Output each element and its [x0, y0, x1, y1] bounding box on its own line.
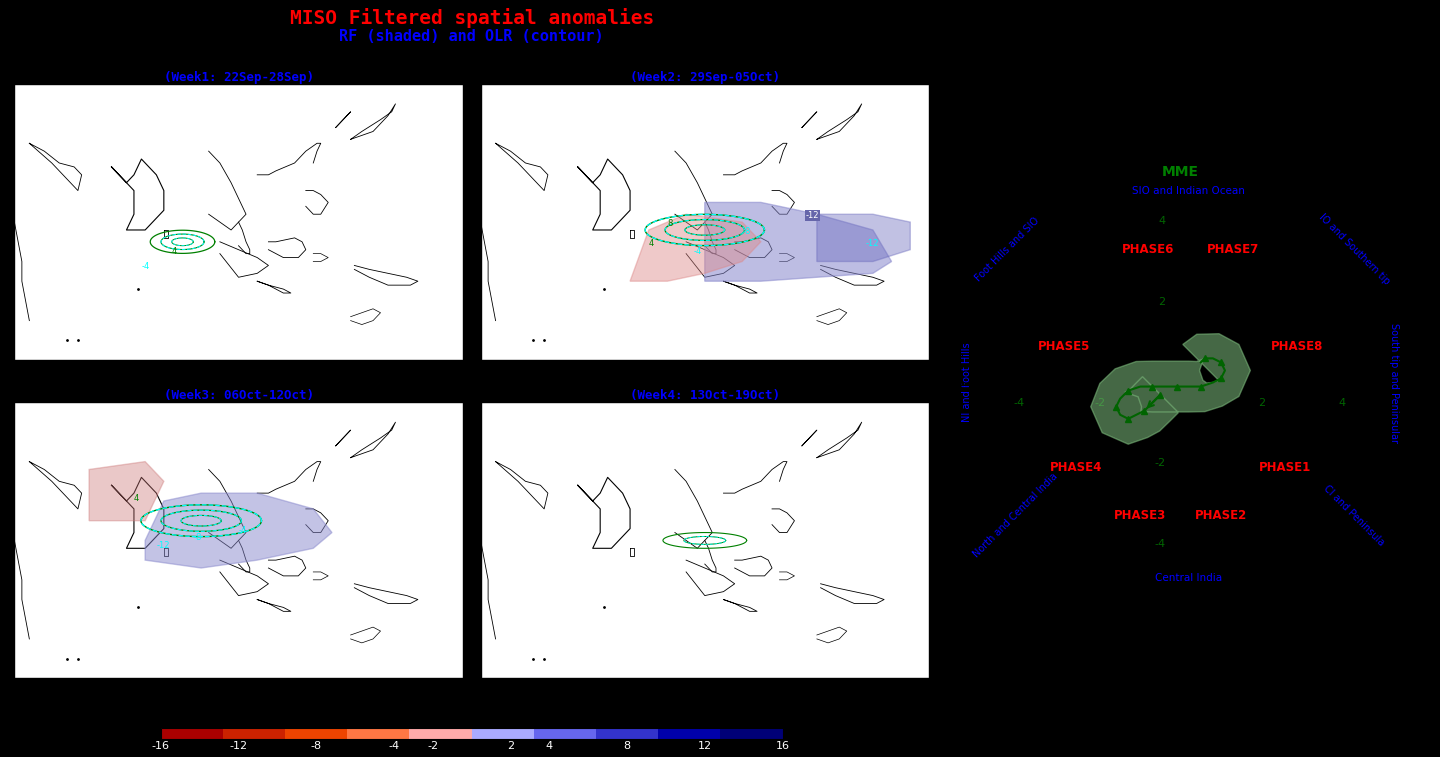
Text: 2: 2 [1257, 398, 1264, 408]
Text: MISO1  →: MISO1 → [1145, 589, 1217, 603]
Text: NI and Foot Hills: NI and Foot Hills [962, 343, 972, 422]
Text: -4: -4 [1014, 398, 1025, 408]
Text: 4: 4 [1158, 217, 1165, 226]
Polygon shape [145, 493, 333, 568]
Text: 8: 8 [624, 741, 631, 752]
FancyBboxPatch shape [720, 727, 782, 740]
Text: -8: -8 [742, 227, 750, 236]
Title: (Week4: 13Oct-19Oct): (Week4: 13Oct-19Oct) [629, 390, 780, 403]
Polygon shape [89, 462, 164, 521]
Text: 4: 4 [649, 238, 654, 248]
Text: PHASE5: PHASE5 [1038, 340, 1090, 353]
Text: 8: 8 [667, 219, 672, 228]
Text: MME: MME [1162, 165, 1200, 179]
Text: 4: 4 [1338, 398, 1345, 408]
Text: South tip and Peninsular: South tip and Peninsular [1390, 322, 1400, 443]
Text: North and Central India: North and Central India [971, 472, 1060, 559]
Text: 4: 4 [171, 247, 177, 256]
Text: SIO and Indian Ocean: SIO and Indian Ocean [1132, 186, 1246, 196]
Text: PHASE6: PHASE6 [1122, 243, 1175, 256]
Text: 16: 16 [776, 741, 789, 752]
Text: PHASE7: PHASE7 [1207, 243, 1259, 256]
Text: -4: -4 [1155, 539, 1165, 549]
Text: Central India: Central India [1155, 573, 1223, 583]
Text: -8: -8 [194, 534, 202, 543]
Text: IO and Southern tip: IO and Southern tip [1316, 212, 1391, 287]
Text: PHASE2: PHASE2 [1195, 509, 1247, 522]
Text: 12: 12 [698, 741, 711, 752]
Text: -8: -8 [311, 741, 321, 752]
FancyBboxPatch shape [347, 727, 409, 740]
Text: PHASE8: PHASE8 [1272, 340, 1323, 353]
Text: 4: 4 [546, 741, 553, 752]
Polygon shape [631, 214, 760, 281]
Polygon shape [816, 214, 910, 261]
Polygon shape [1090, 334, 1250, 444]
Text: PHASE1: PHASE1 [1259, 461, 1312, 474]
Text: 2: 2 [1158, 297, 1165, 307]
FancyBboxPatch shape [596, 727, 658, 740]
Text: -2: -2 [1094, 398, 1106, 408]
Text: CI and Peninsula: CI and Peninsula [1322, 483, 1387, 548]
Text: -16: -16 [151, 741, 170, 752]
FancyBboxPatch shape [409, 727, 472, 740]
Text: -12: -12 [805, 211, 819, 220]
Text: -2: -2 [428, 741, 438, 752]
Title: (Week2: 29Sep-05Oct): (Week2: 29Sep-05Oct) [629, 71, 780, 84]
Text: 4: 4 [134, 494, 140, 503]
Text: -12: -12 [865, 238, 878, 248]
Text: -4: -4 [694, 247, 701, 256]
FancyBboxPatch shape [658, 727, 720, 740]
FancyBboxPatch shape [472, 727, 534, 740]
Text: -4: -4 [141, 263, 150, 272]
Text: -12: -12 [157, 541, 170, 550]
Text: -4: -4 [239, 525, 246, 534]
Text: MISO Filtered spatial anomalies: MISO Filtered spatial anomalies [289, 8, 654, 28]
FancyBboxPatch shape [285, 727, 347, 740]
FancyBboxPatch shape [223, 727, 285, 740]
Title: (Week1: 22Sep-28Sep): (Week1: 22Sep-28Sep) [164, 71, 314, 84]
Text: PHASE3: PHASE3 [1115, 509, 1166, 522]
Text: PHASE4: PHASE4 [1050, 461, 1102, 474]
Text: -2: -2 [1155, 458, 1165, 468]
Title: (Week3: 06Oct-12Oct): (Week3: 06Oct-12Oct) [164, 390, 314, 403]
Text: 2: 2 [507, 741, 514, 752]
Text: RF (shaded) and OLR (contour): RF (shaded) and OLR (contour) [340, 29, 603, 44]
Text: -12: -12 [229, 741, 248, 752]
Polygon shape [704, 202, 891, 281]
Text: Foot Hills and SIO: Foot Hills and SIO [973, 216, 1041, 283]
Text: MISO2
↑: MISO2 ↑ [940, 357, 971, 408]
FancyBboxPatch shape [161, 727, 223, 740]
FancyBboxPatch shape [534, 727, 596, 740]
Text: -4: -4 [389, 741, 399, 752]
Text: Real Time forecast based on 20240921: Real Time forecast based on 20240921 [1044, 146, 1318, 159]
